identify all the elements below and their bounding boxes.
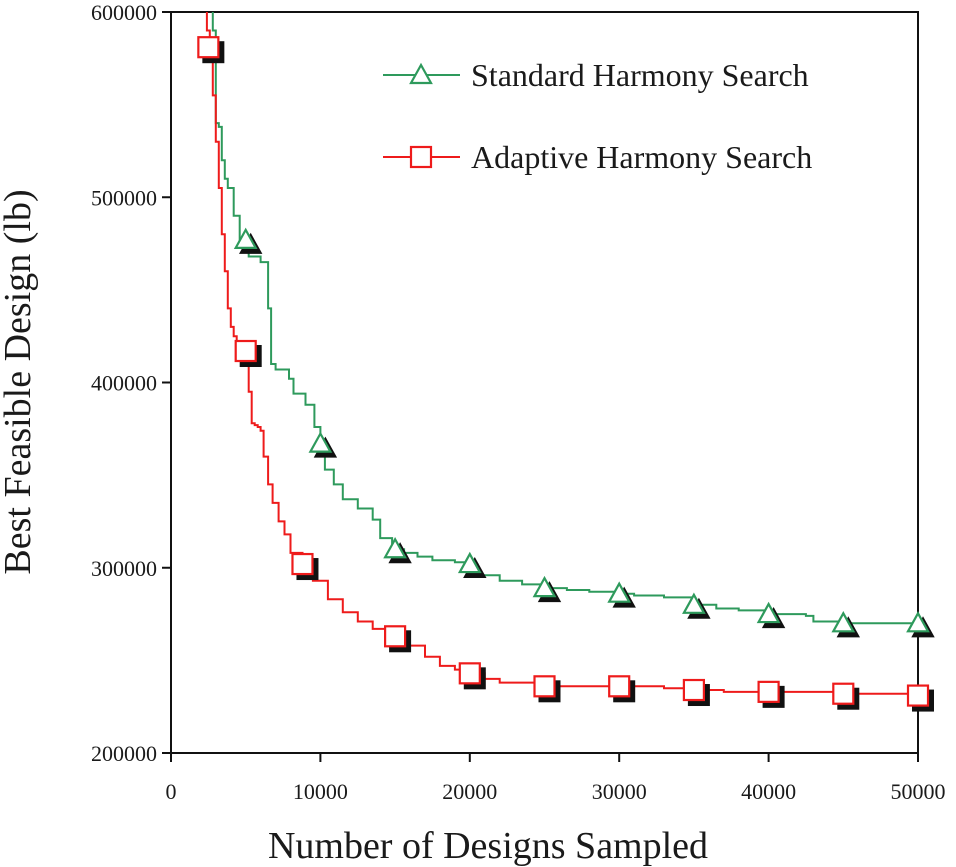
square-marker (197, 36, 220, 59)
legend: Standard Harmony Search Adaptive Harmony … (383, 57, 812, 175)
triangle-marker (532, 575, 557, 598)
y-tick-label: 200000 (91, 741, 157, 766)
legend-label: Adaptive Harmony Search (471, 139, 812, 175)
y-axis-title: Best Feasible Design (lb) (0, 189, 39, 574)
square-marker (458, 662, 481, 685)
x-tick-label: 30000 (592, 779, 647, 804)
square-marker (757, 680, 780, 703)
square-marker (533, 675, 556, 698)
square-marker (234, 339, 257, 363)
square-marker (384, 625, 407, 648)
square-marker (906, 684, 930, 707)
series-line (205, 12, 918, 696)
series-line (211, 12, 918, 625)
x-tick-label: 20000 (442, 779, 497, 804)
square-marker (832, 682, 855, 705)
x-tick-label: 50000 (891, 779, 946, 804)
square-marker (291, 552, 314, 576)
legend-marker (409, 62, 433, 85)
legend-item: Adaptive Harmony Search (383, 139, 812, 175)
triangle-marker (308, 431, 333, 453)
square-marker (608, 675, 631, 698)
series-layer (197, 12, 935, 712)
legend-label: Standard Harmony Search (471, 57, 809, 93)
series-markers (233, 227, 935, 638)
triangle-marker (756, 601, 781, 624)
y-tick-label: 300000 (91, 556, 157, 581)
axes: 0 10000 20000 30000 40000 50000 200000 300000 40… (91, 0, 946, 804)
square-marker (682, 678, 706, 702)
plot-frame (170, 11, 919, 754)
x-tick-label: 40000 (741, 779, 796, 804)
legend-item: Standard Harmony Search (383, 57, 809, 93)
triangle-marker (383, 536, 407, 559)
y-tick-label: 600000 (91, 0, 157, 25)
y-tick-label: 500000 (91, 185, 157, 210)
triangle-marker (233, 227, 258, 249)
x-tick-label: 10000 (293, 779, 348, 804)
series-markers (197, 36, 934, 712)
triangle-marker (457, 551, 482, 574)
triangle-marker (906, 611, 930, 633)
legend-marker (409, 145, 433, 169)
y-tick-label: 400000 (91, 371, 157, 396)
series-2 (205, 12, 918, 696)
triangle-marker (682, 592, 706, 614)
x-axis-title: Number of Designs Sampled (268, 825, 708, 867)
series-1 (211, 12, 918, 625)
triangle-marker (831, 611, 856, 633)
triangle-marker (607, 581, 632, 603)
x-tick-label: 0 (166, 779, 177, 804)
